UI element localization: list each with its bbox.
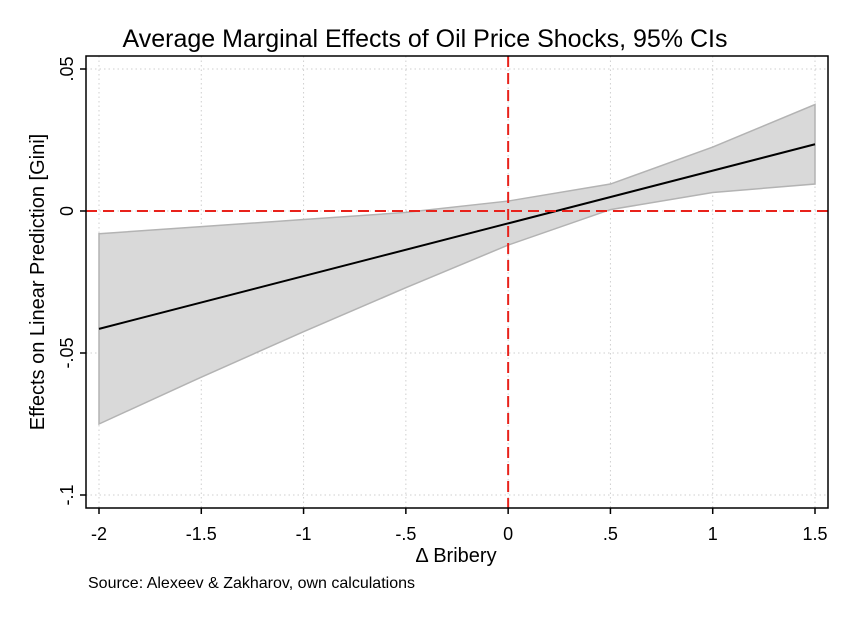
ci-band-area xyxy=(98,103,816,426)
chart-title: Average Marginal Effects of Oil Price Sh… xyxy=(123,25,728,53)
reference-lines xyxy=(86,56,828,508)
source-note: Source: Alexeev & Zakharov, own calculat… xyxy=(88,575,415,592)
y-tick-label: 0 xyxy=(57,206,77,216)
x-tick-label: -2 xyxy=(91,524,107,544)
y-axis-title: Effects on Linear Prediction [Gini] xyxy=(27,134,49,430)
x-tick-label: 1 xyxy=(708,524,718,544)
x-tick-label: 0 xyxy=(503,524,513,544)
y-tick-label: .05 xyxy=(57,56,77,81)
x-axis-title: Δ Bribery xyxy=(415,545,496,567)
x-tick-label: -1.5 xyxy=(186,524,217,544)
x-tick-label: 1.5 xyxy=(802,524,827,544)
y-tick-label: -.05 xyxy=(57,337,77,368)
estimate-line-group xyxy=(98,143,816,330)
x-tick-label: .5 xyxy=(603,524,618,544)
plot-frame xyxy=(85,55,829,509)
x-tick-label: -1 xyxy=(296,524,312,544)
x-axis-ticks: -2 -1.5 -1 -.5 0 .5 1 1.5 xyxy=(91,508,828,544)
estimate-line xyxy=(98,143,816,330)
y-axis-ticks: .05 0 -.05 -.1 xyxy=(57,56,86,506)
x-tick-label: -.5 xyxy=(395,524,416,544)
y-tick-label: -.1 xyxy=(57,484,77,505)
confidence-band xyxy=(98,103,816,426)
